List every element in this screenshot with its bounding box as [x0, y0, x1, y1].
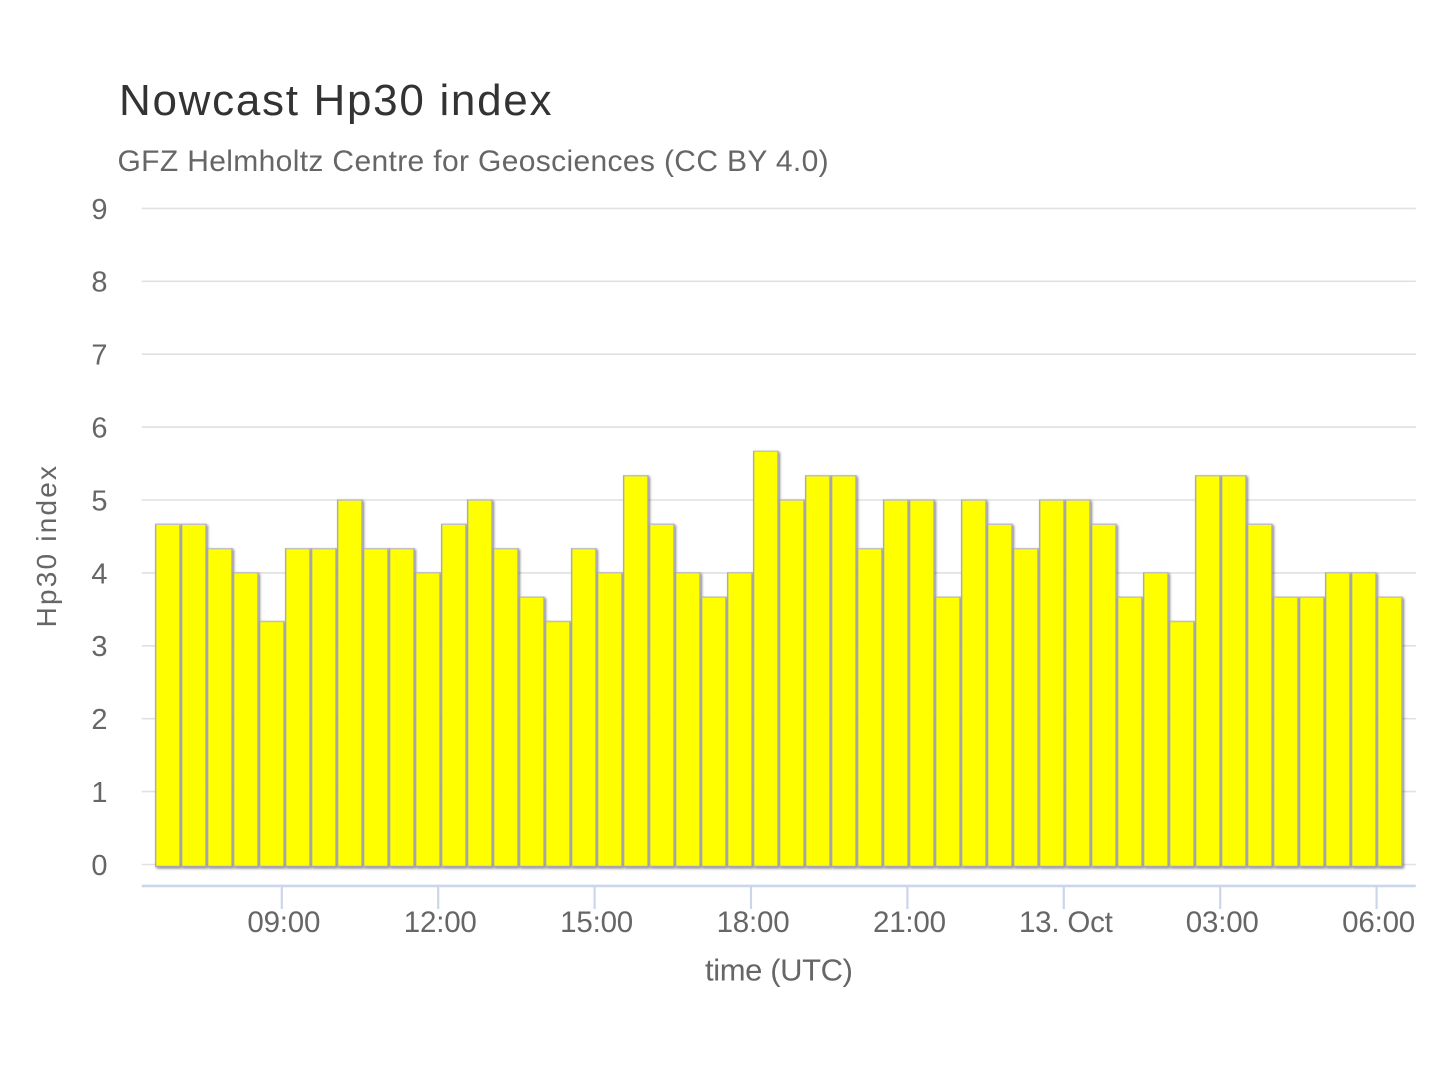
svg-text:2: 2 — [91, 704, 107, 736]
svg-text:4: 4 — [91, 558, 107, 590]
svg-text:0: 0 — [91, 850, 107, 882]
svg-text:6: 6 — [91, 413, 107, 445]
svg-text:time (UTC): time (UTC) — [705, 952, 853, 987]
svg-text:7: 7 — [91, 340, 107, 372]
svg-text:9: 9 — [91, 194, 107, 226]
svg-text:15:00: 15:00 — [560, 906, 633, 939]
svg-text:GFZ Helmholtz Centre for Geosc: GFZ Helmholtz Centre for Geosciences (CC… — [118, 145, 829, 178]
svg-text:Hp30 index: Hp30 index — [31, 464, 62, 628]
svg-text:8: 8 — [91, 267, 107, 299]
svg-text:1: 1 — [91, 777, 107, 809]
svg-text:09:00: 09:00 — [247, 906, 320, 939]
svg-text:21:00: 21:00 — [873, 906, 946, 939]
svg-text:Nowcast Hp30 index: Nowcast Hp30 index — [119, 76, 553, 125]
svg-text:03:00: 03:00 — [1186, 906, 1259, 939]
svg-text:3: 3 — [91, 631, 107, 663]
svg-text:06:00: 06:00 — [1342, 906, 1415, 939]
svg-text:5: 5 — [91, 485, 107, 517]
svg-text:12:00: 12:00 — [404, 906, 477, 939]
svg-text:18:00: 18:00 — [717, 906, 790, 939]
svg-text:13. Oct: 13. Oct — [1019, 906, 1113, 939]
